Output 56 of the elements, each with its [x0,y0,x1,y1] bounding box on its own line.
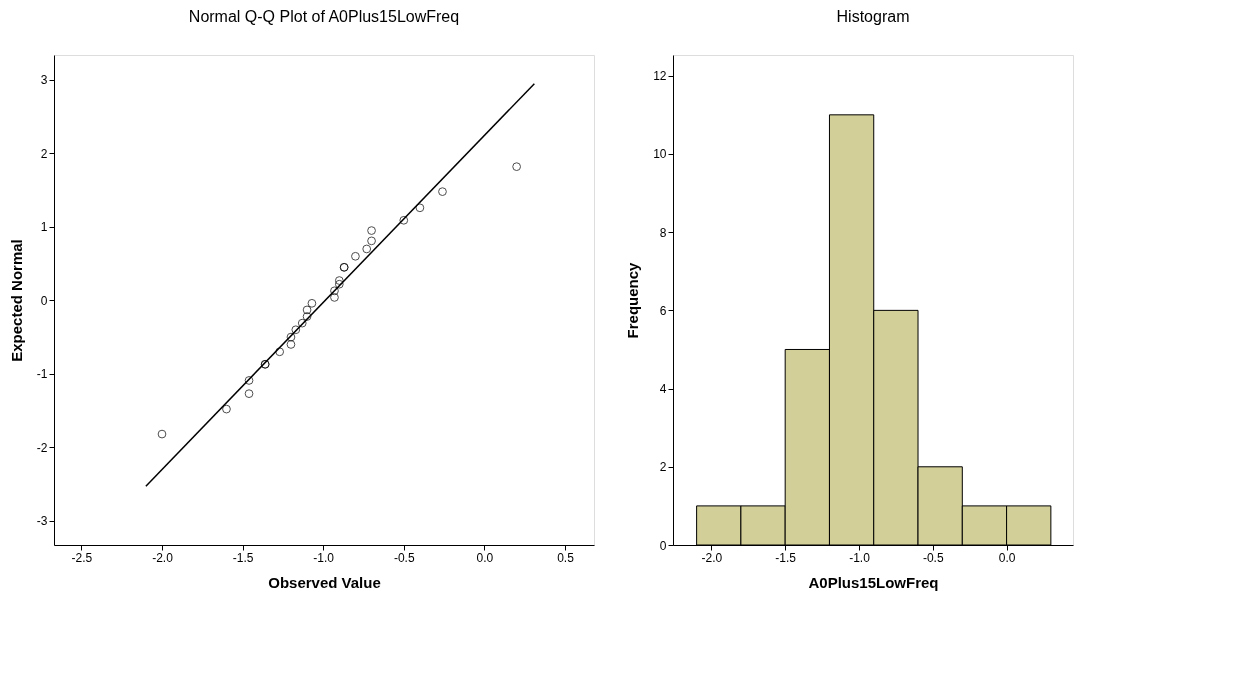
point [275,347,285,357]
point [286,340,296,349]
chart-title: Normal Q-Q Plot of A0Plus15LowFreq [188,8,460,25]
point [244,389,254,399]
x-tick-label: 0.5 [557,550,575,565]
x-tick-label: -1.5 [775,550,797,565]
point [157,429,167,439]
x-tick-label: -1.0 [849,550,871,565]
point [512,162,521,172]
x-tick-label: -0.5 [922,550,944,565]
point [367,226,376,235]
y-tick-label: 6 [659,303,667,318]
y-tick-label: -1 [36,367,48,382]
x-axis-title: Observed Value [268,573,381,591]
x-tick-label: -0.5 [393,550,415,565]
y-tick-label: -2 [36,440,48,455]
point [362,244,372,254]
y-tick-label: 2 [40,146,48,161]
y-tick-label: 0 [659,538,667,553]
y-tick-label: 2 [659,460,667,475]
y-tick-label: 10 [653,147,667,162]
y-tick-label: 12 [653,69,667,84]
point [438,187,447,197]
y-tick-label: 8 [659,225,667,240]
point [415,203,425,213]
y-axis-title: Frequency [624,261,642,339]
x-tick-label: 0.0 [998,550,1016,565]
point [222,404,231,414]
point [351,251,360,261]
y-tick-label: 3 [40,73,48,88]
x-tick-label: -1.5 [232,550,254,565]
point [334,276,344,285]
x-tick-label: 0.0 [476,550,494,565]
x-tick-label: -2.0 [701,550,723,565]
x-tick-label: -2.5 [71,550,93,565]
y-axis-title: Expected Normal [7,239,25,362]
y-tick-label: 4 [659,382,667,397]
point [291,325,301,335]
y-tick-label: -3 [36,514,48,529]
point [297,318,307,328]
point [330,293,339,302]
point [286,332,296,342]
point [244,376,254,385]
x-axis-title: A0Plus15LowFreq [808,573,939,591]
point [302,312,312,321]
chart-title: Histogram [836,8,910,25]
point [330,286,339,296]
point [367,236,376,246]
point [334,279,344,289]
point [302,305,312,315]
y-tick-label: 1 [40,220,48,235]
point [399,215,409,225]
point [307,298,317,308]
x-tick-label: -2.0 [152,550,174,565]
y-tick-label: 0 [40,293,48,308]
x-tick-label: -1.0 [313,550,335,565]
